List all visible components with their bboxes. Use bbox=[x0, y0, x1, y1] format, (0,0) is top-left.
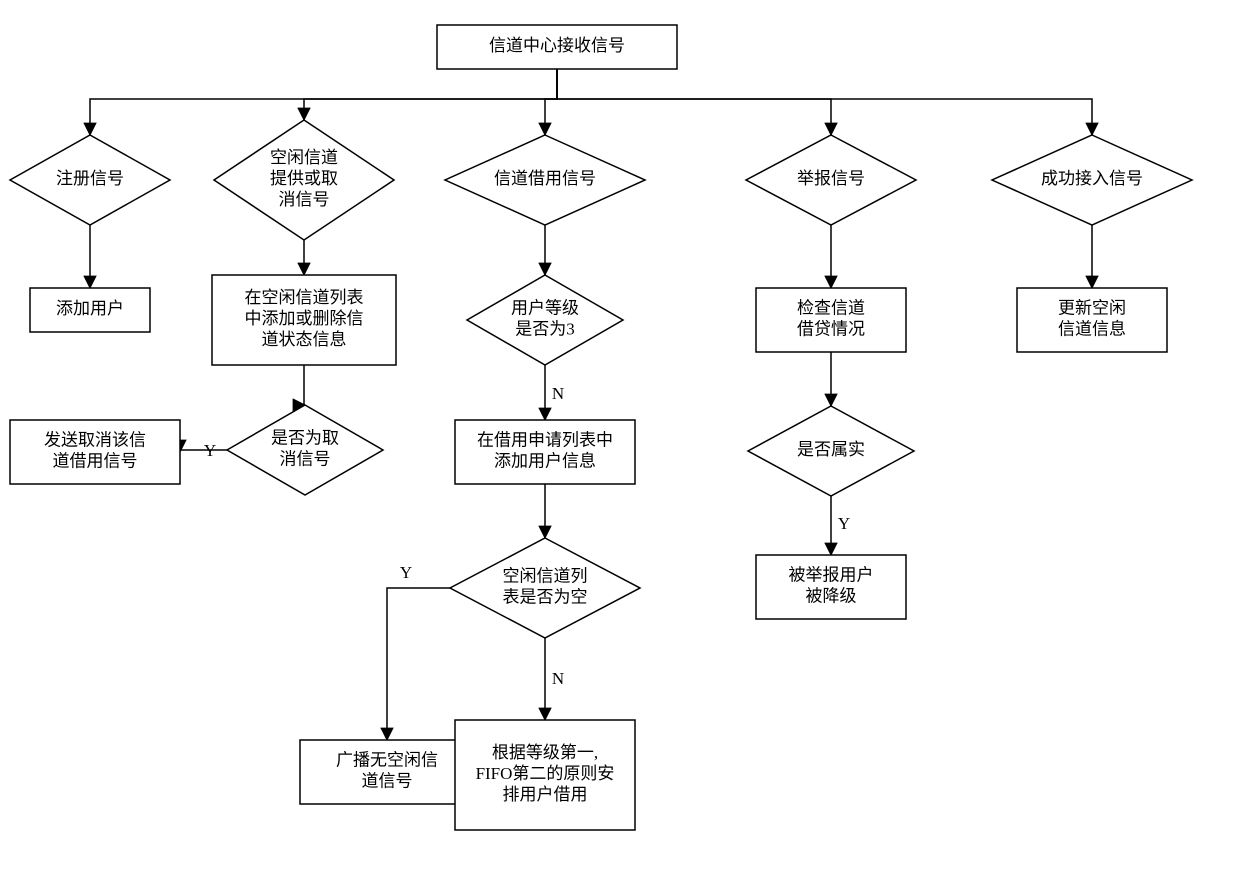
node-text: 检查信道 bbox=[797, 298, 865, 317]
edge-label: Y bbox=[400, 563, 412, 582]
nodes-layer: 信道中心接收信号注册信号 空闲信道提供或取消信号 信道借用信号 举报信号 成功接入信号添… bbox=[10, 25, 1192, 830]
flow-node-d_report: 举报信号 bbox=[746, 135, 916, 225]
flow-node-r_demote: 被举报用户被降级 bbox=[756, 555, 906, 619]
flow-node-d_valid: 是否属实 bbox=[748, 406, 914, 496]
node-text: 是否为取 bbox=[271, 428, 339, 447]
edge-label: Y bbox=[204, 441, 216, 460]
node-text: 表是否为空 bbox=[503, 587, 588, 606]
node-text: 借贷情况 bbox=[797, 319, 865, 338]
flow-node-d_succ: 成功接入信号 bbox=[992, 135, 1192, 225]
node-text: 添加用户信息 bbox=[494, 451, 596, 470]
flow-node-d_iscancel: 是否为取消信号 bbox=[227, 405, 383, 495]
node-text: 提供或取 bbox=[270, 169, 338, 188]
edge-r_idlelist-to-d_iscancel bbox=[304, 365, 305, 405]
node-text: 举报信号 bbox=[797, 169, 865, 188]
flow-node-r_fifo: 根据等级第一, FIFO第二的原则安排用户借用 bbox=[455, 720, 635, 830]
node-text: 被举报用户 bbox=[789, 565, 874, 584]
edge-root-to-d_idle bbox=[304, 69, 557, 120]
node-text: 消信号 bbox=[279, 190, 330, 209]
flow-node-d_idle: 空闲信道提供或取消信号 bbox=[214, 120, 394, 240]
edge-root-to-d_succ bbox=[557, 69, 1092, 135]
edge-label: Y bbox=[838, 514, 850, 533]
node-text: 是否为3 bbox=[515, 319, 575, 338]
node-text: 发送取消该信 bbox=[44, 430, 146, 449]
node-text: 空闲信道列 bbox=[503, 566, 588, 585]
flow-node-d_level3: 用户等级是否为3 bbox=[467, 275, 623, 365]
edge-label: N bbox=[552, 669, 564, 688]
flow-node-r_update: 更新空闲信道信息 bbox=[1017, 288, 1167, 352]
node-text: 被降级 bbox=[806, 586, 857, 605]
node-text: 排用户借用 bbox=[503, 785, 588, 804]
flow-node-d_borrow: 信道借用信号 bbox=[445, 135, 645, 225]
node-text: 中添加或删除信 bbox=[245, 309, 364, 328]
node-text: 在空闲信道列表 bbox=[245, 288, 364, 307]
node-text: 消信号 bbox=[280, 449, 331, 468]
flow-node-d_reg: 注册信号 bbox=[10, 135, 170, 225]
node-text: 添加用户 bbox=[56, 299, 124, 318]
node-text: 道信号 bbox=[362, 771, 413, 790]
node-text: 注册信号 bbox=[56, 169, 124, 188]
node-text: 广播无空闲信 bbox=[336, 750, 438, 769]
flow-node-r_broadcast: 广播无空闲信道信号 bbox=[300, 740, 474, 804]
edge-label: N bbox=[552, 384, 564, 403]
node-text: 在借用申请列表中 bbox=[477, 430, 613, 449]
flowchart-canvas: 信道中心接收信号注册信号 空闲信道提供或取消信号 信道借用信号 举报信号 成功接入信号添… bbox=[0, 0, 1240, 895]
node-text: 信道中心接收信号 bbox=[489, 36, 625, 55]
node-text: 是否属实 bbox=[797, 440, 865, 459]
node-text: 道状态信息 bbox=[262, 330, 347, 349]
flow-node-d_empty: 空闲信道列表是否为空 bbox=[450, 538, 640, 638]
flow-node-r_addreq: 在借用申请列表中添加用户信息 bbox=[455, 420, 635, 484]
edge-root-to-d_report bbox=[557, 69, 831, 135]
node-text: 信道借用信号 bbox=[494, 169, 596, 188]
node-text: 空闲信道 bbox=[270, 148, 338, 167]
edge-root-to-d_reg bbox=[90, 69, 557, 135]
flow-node-r_checkloan: 检查信道借贷情况 bbox=[756, 288, 906, 352]
flow-node-root: 信道中心接收信号 bbox=[437, 25, 677, 69]
edge-root-to-d_borrow bbox=[545, 69, 557, 135]
node-text: 用户等级 bbox=[511, 298, 579, 317]
flow-node-r_adduser: 添加用户 bbox=[30, 288, 150, 332]
node-text: 更新空闲 bbox=[1058, 298, 1126, 317]
flow-node-r_idlelist: 在空闲信道列表中添加或删除信道状态信息 bbox=[212, 275, 396, 365]
node-text: 成功接入信号 bbox=[1041, 169, 1143, 188]
edge-d_empty-to-r_broadcast bbox=[387, 588, 450, 740]
node-text: FIFO第二的原则安 bbox=[476, 764, 615, 783]
node-text: 道借用信号 bbox=[53, 451, 138, 470]
node-text: 信道信息 bbox=[1058, 319, 1126, 338]
flow-node-r_cancelsig: 发送取消该信道借用信号 bbox=[10, 420, 180, 484]
node-text: 根据等级第一, bbox=[492, 743, 598, 762]
